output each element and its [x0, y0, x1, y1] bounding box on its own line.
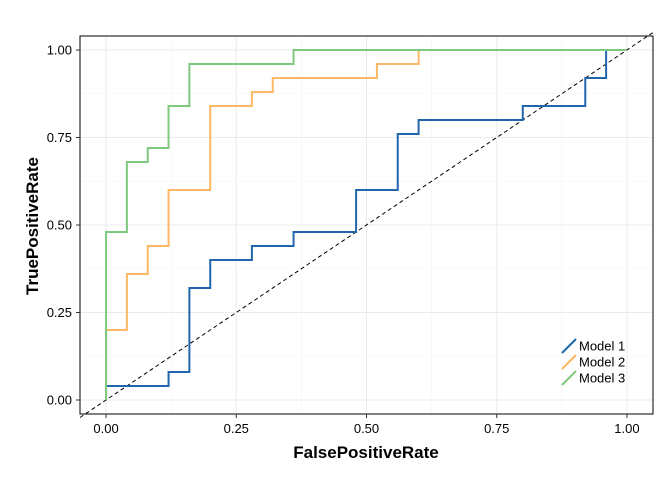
reference-line: [79, 32, 654, 418]
legend-key: [561, 354, 577, 370]
x-tick-label: 0.75: [484, 421, 509, 436]
reference-diagonal: [79, 32, 654, 418]
y-tick-label: 0.25: [47, 305, 72, 320]
x-axis-title: FalsePositiveRate: [293, 443, 439, 462]
x-tick-label: 0.25: [224, 421, 249, 436]
legend-label: Model 3: [579, 371, 625, 386]
series-line-model-1: [105, 49, 627, 400]
legend-label: Model 1: [579, 339, 625, 354]
y-tick-label: 0.50: [47, 218, 72, 233]
y-axis-title: TruePositiveRate: [23, 157, 42, 295]
x-tick-label: 1.00: [614, 421, 639, 436]
series-lines: [105, 49, 627, 400]
legend-item: Model 1: [561, 338, 625, 354]
legend-item: Model 2: [561, 354, 625, 370]
series-line-model-2: [105, 49, 627, 400]
y-axis-ticks: 0.00 0.25 0.50 0.75 1.00: [47, 43, 80, 408]
x-tick-label: 0.50: [354, 421, 379, 436]
y-tick-label: 0.75: [47, 130, 72, 145]
legend-label: Model 2: [579, 355, 625, 370]
legend-key: [561, 370, 577, 386]
y-tick-label: 1.00: [47, 43, 72, 58]
y-tick-label: 0.00: [47, 393, 72, 408]
legend-item: Model 3: [561, 370, 625, 386]
legend-key: [561, 338, 577, 354]
x-tick-label: 0.00: [93, 421, 118, 436]
series-line-model-3: [105, 49, 627, 400]
x-axis-ticks: 0.00 0.25 0.50 0.75 1.00: [93, 414, 640, 436]
